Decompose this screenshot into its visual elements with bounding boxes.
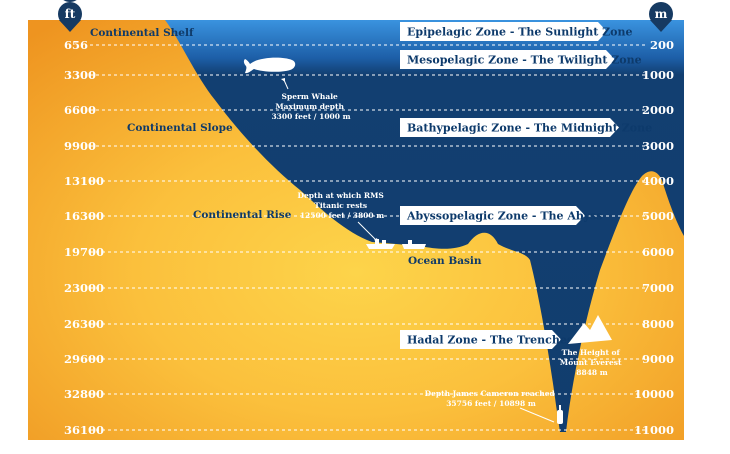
- zone-banner: Epipelagic Zone - The Sunlight Zone: [400, 22, 633, 41]
- ft-tick-label: 6600: [64, 103, 96, 117]
- zone-banner-shape: [400, 22, 607, 41]
- titanic-ship-icon: [366, 239, 426, 249]
- cameron-note: Depth James Cameron reached 35756 feet /…: [425, 389, 558, 408]
- everest-note: The Height of Mount Everest 8848 m: [560, 348, 624, 377]
- ft-tick-label: 29600: [64, 352, 104, 366]
- ft-tick-label: 16300: [64, 209, 104, 223]
- zone-banner: Mesopelagic Zone - The Twilight Zone: [400, 50, 642, 69]
- m-pin-icon: [649, 2, 673, 32]
- m-tick-label: 7000: [642, 281, 674, 295]
- ocean-basin-label: Ocean Basin: [408, 255, 482, 267]
- zone-label: Epipelagic Zone - The Sunlight Zone: [407, 26, 633, 39]
- m-tick-label: 200: [650, 38, 674, 52]
- ft-tick-label: 36100: [64, 423, 104, 437]
- ft-tick-label: 656: [64, 38, 88, 52]
- continental-rise-label: Continental Rise: [193, 209, 292, 221]
- ft-unit-label: ft: [65, 7, 76, 21]
- whale-arrowhead: [281, 78, 285, 82]
- ft-tick-label: 19700: [64, 245, 104, 259]
- ft-pin-icon: [58, 0, 82, 32]
- mount-everest-icon: [568, 315, 612, 344]
- zone-banners: Epipelagic Zone - The Sunlight Zone Mesop…: [400, 22, 652, 349]
- ft-tick-label: 3300: [64, 68, 96, 82]
- m-tick-label: 1000: [642, 68, 674, 82]
- sperm-whale-icon: [243, 57, 296, 74]
- submersible-icon: [557, 405, 563, 424]
- zone-banner-shape: [400, 206, 585, 225]
- m-tick-label: 5000: [642, 209, 674, 223]
- m-tick-label: 3000: [642, 139, 674, 153]
- zone-label: Abyssopelagic Zone - The Abyss: [406, 210, 602, 223]
- zone-label: Hadal Zone - The Trenches: [407, 334, 573, 347]
- m-unit-label: m: [655, 7, 668, 21]
- ft-tick-label: 9900: [64, 139, 96, 153]
- ft-axis: 656 3300 6600 9900 13100 16300 19700 23000 26300…: [64, 38, 104, 437]
- ft-tick-label: 26300: [64, 317, 104, 331]
- m-tick-label: 8000: [642, 317, 674, 331]
- zone-banner-shape: [400, 50, 615, 69]
- zone-banner: Hadal Zone - The Trenches: [400, 330, 573, 349]
- m-tick-label: 4000: [642, 174, 674, 188]
- continental-shelf-label: Continental Shelf: [90, 27, 195, 39]
- m-tick-label: 6000: [642, 245, 674, 259]
- zone-banner-shape: [400, 330, 561, 349]
- whale-note: Sperm Whale Maximum depth 3300 feet / 10…: [271, 92, 350, 121]
- titanic-pointer: [357, 221, 377, 241]
- cameron-pointer: [519, 407, 555, 423]
- m-axis: 200 1000 2000 3000 4000 5000 6000 7000 8000 9000 1…: [634, 38, 674, 437]
- ft-tick-label: 32800: [64, 387, 104, 401]
- zone-banner: Bathypelagic Zone - The Midnight Zone: [400, 118, 652, 137]
- zone-label: Mesopelagic Zone - The Twilight Zone: [407, 54, 642, 67]
- titanic-note: Depth at which RMS Titanic rests 12500 f…: [298, 191, 387, 220]
- m-tick-label: 2000: [642, 103, 674, 117]
- m-tick-label: 11000: [634, 423, 674, 437]
- zone-banner-shape: [400, 118, 619, 137]
- depth-gridlines: [90, 44, 648, 431]
- m-tick-label: 10000: [634, 387, 674, 401]
- zone-banner: Abyssopelagic Zone - The Abyss: [400, 206, 602, 225]
- zone-label: Bathypelagic Zone - The Midnight Zone: [407, 122, 652, 135]
- m-tick-label: 9000: [642, 352, 674, 366]
- continental-slope-label: Continental Slope: [127, 122, 233, 134]
- ft-tick-label: 13100: [64, 174, 104, 188]
- ft-tick-label: 23000: [64, 281, 104, 295]
